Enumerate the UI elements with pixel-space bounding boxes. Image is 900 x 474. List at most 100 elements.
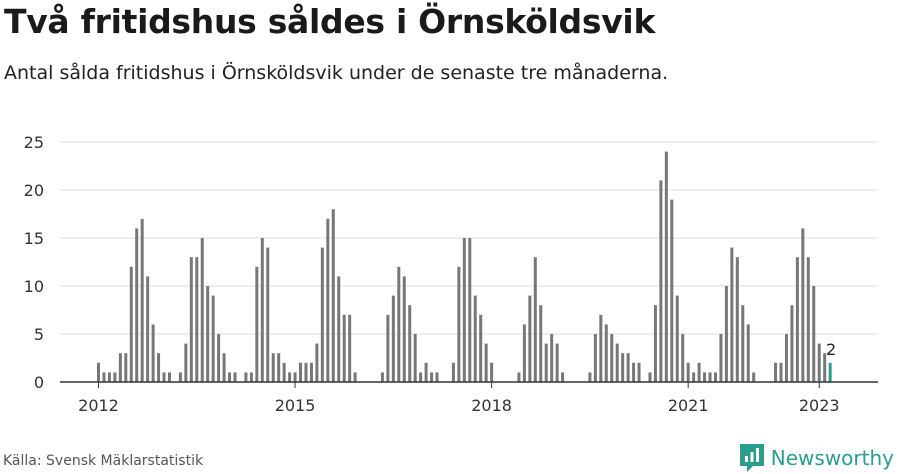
- bar: [424, 362, 428, 382]
- x-tick-label: 2021: [668, 396, 709, 415]
- bar: [604, 324, 608, 382]
- bar: [113, 372, 117, 382]
- bar: [146, 276, 150, 382]
- bar: [140, 218, 144, 382]
- bar: [659, 180, 663, 382]
- bar: [249, 372, 253, 382]
- bar: [271, 353, 275, 382]
- bar: [812, 286, 816, 382]
- bar: [386, 314, 390, 382]
- bar: [746, 324, 750, 382]
- bar: [342, 314, 346, 382]
- x-tick-label: 2023: [799, 396, 840, 415]
- y-tick-label: 5: [34, 325, 44, 344]
- bar: [484, 343, 488, 382]
- bar: [468, 238, 472, 382]
- bar: [490, 362, 494, 382]
- bar: [795, 257, 799, 382]
- bar-chart: 0 5 10 15 20 25 2012 2015 2018 2021 2023 2: [24, 133, 878, 415]
- bar: [790, 305, 794, 382]
- bar: [178, 372, 182, 382]
- bar: [681, 334, 685, 382]
- newsworthy-brand[interactable]: Newsworthy: [739, 443, 894, 473]
- y-tick-label: 15: [24, 229, 44, 248]
- bar: [708, 372, 712, 382]
- bar: [632, 362, 636, 382]
- bar: [550, 334, 554, 382]
- bar: [162, 372, 166, 382]
- bar: [217, 334, 221, 382]
- bar: [752, 372, 756, 382]
- bar: [107, 372, 111, 382]
- bar: [266, 247, 270, 382]
- newsworthy-logo-icon: [739, 444, 764, 472]
- bar: [730, 247, 734, 382]
- bar: [277, 353, 281, 382]
- bar: [299, 362, 303, 382]
- chart-title: Två fritidshus såldes i Örnsköldsvik: [4, 2, 656, 41]
- bar: [615, 343, 619, 382]
- bar: [479, 314, 483, 382]
- bar: [648, 372, 652, 382]
- bar: [806, 257, 810, 382]
- bar: [637, 362, 641, 382]
- bar: [315, 343, 319, 382]
- bar: [430, 372, 434, 382]
- bar: [457, 266, 461, 382]
- bar: [621, 353, 625, 382]
- bar: [124, 353, 128, 382]
- bar: [282, 362, 286, 382]
- bar: [593, 334, 597, 382]
- y-tick-label: 25: [24, 133, 44, 152]
- bar: [189, 257, 193, 382]
- bar: [304, 362, 308, 382]
- bar: [741, 305, 745, 382]
- bar: [713, 372, 717, 382]
- bar: [348, 314, 352, 382]
- bar: [774, 362, 778, 382]
- bar: [724, 286, 728, 382]
- bar: [200, 238, 204, 382]
- bars: [97, 151, 832, 382]
- bar: [222, 353, 226, 382]
- bar: [320, 247, 324, 382]
- bar: [561, 372, 565, 382]
- bar: [419, 372, 423, 382]
- bar: [664, 151, 668, 382]
- bar: [692, 372, 696, 382]
- bar: [293, 372, 297, 382]
- bar: [135, 228, 139, 382]
- y-axis-ticks: 0 5 10 15 20 25: [24, 133, 44, 392]
- bar: [670, 199, 674, 382]
- source-note: Källa: Svensk Mäklarstatistik: [3, 453, 204, 469]
- bar: [233, 372, 237, 382]
- chart-subtitle: Antal sålda fritidshus i Örnsköldsvik un…: [4, 62, 669, 84]
- brand-name: Newsworthy: [770, 446, 894, 470]
- last-value-label: 2: [826, 340, 836, 359]
- bar: [703, 372, 707, 382]
- bar: [118, 353, 122, 382]
- x-tick-label: 2018: [471, 396, 512, 415]
- bar: [380, 372, 384, 382]
- bar: [402, 276, 406, 382]
- bar: [533, 257, 537, 382]
- bar: [801, 228, 805, 382]
- bar: [397, 266, 401, 382]
- y-tick-label: 10: [24, 277, 44, 296]
- bar: [288, 372, 292, 382]
- x-axis-ticks: 2012 2015 2018 2021 2023: [78, 382, 840, 415]
- bar: [528, 295, 532, 382]
- x-tick-label: 2015: [275, 396, 316, 415]
- bar: [675, 295, 679, 382]
- bar: [451, 362, 455, 382]
- bar: [195, 257, 199, 382]
- bar: [244, 372, 248, 382]
- bar: [353, 372, 357, 382]
- bar: [719, 334, 723, 382]
- bar: [817, 343, 821, 382]
- bar: [539, 305, 543, 382]
- bar: [408, 305, 412, 382]
- bar: [517, 372, 521, 382]
- bar: [544, 343, 548, 382]
- bar: [97, 362, 100, 382]
